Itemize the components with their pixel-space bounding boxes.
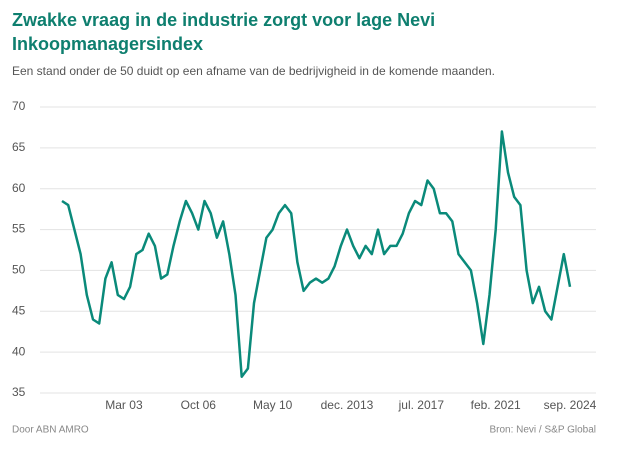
y-tick-label: 65 <box>12 140 26 154</box>
x-tick-label: sep. 2024 <box>544 398 597 412</box>
y-tick-label: 45 <box>12 303 26 317</box>
y-tick-label: 55 <box>12 222 26 236</box>
x-tick-label: feb. 2021 <box>471 398 521 412</box>
source-left: Door ABN AMRO <box>12 425 89 436</box>
chart-subtitle: Een stand onder de 50 duidt op een afnam… <box>12 64 496 78</box>
x-tick-label: dec. 2013 <box>321 398 374 412</box>
y-tick-label: 50 <box>12 263 26 277</box>
y-tick-label: 40 <box>12 344 26 358</box>
x-tick-label: jul. 2017 <box>398 398 445 412</box>
line <box>61 130 572 378</box>
chart-title: Zwakke vraag in de industrie zorgt voor … <box>12 10 436 54</box>
x-tick-label: Oct 06 <box>181 398 217 412</box>
y-tick-label: 35 <box>12 385 26 399</box>
x-tick-label: May 10 <box>253 398 293 412</box>
y-tick-label: 70 <box>12 99 26 113</box>
y-tick-label: 60 <box>12 181 26 195</box>
x-tick-label: Mar 03 <box>105 398 143 412</box>
source-right: Bron: Nevi / S&P Global <box>489 425 596 436</box>
